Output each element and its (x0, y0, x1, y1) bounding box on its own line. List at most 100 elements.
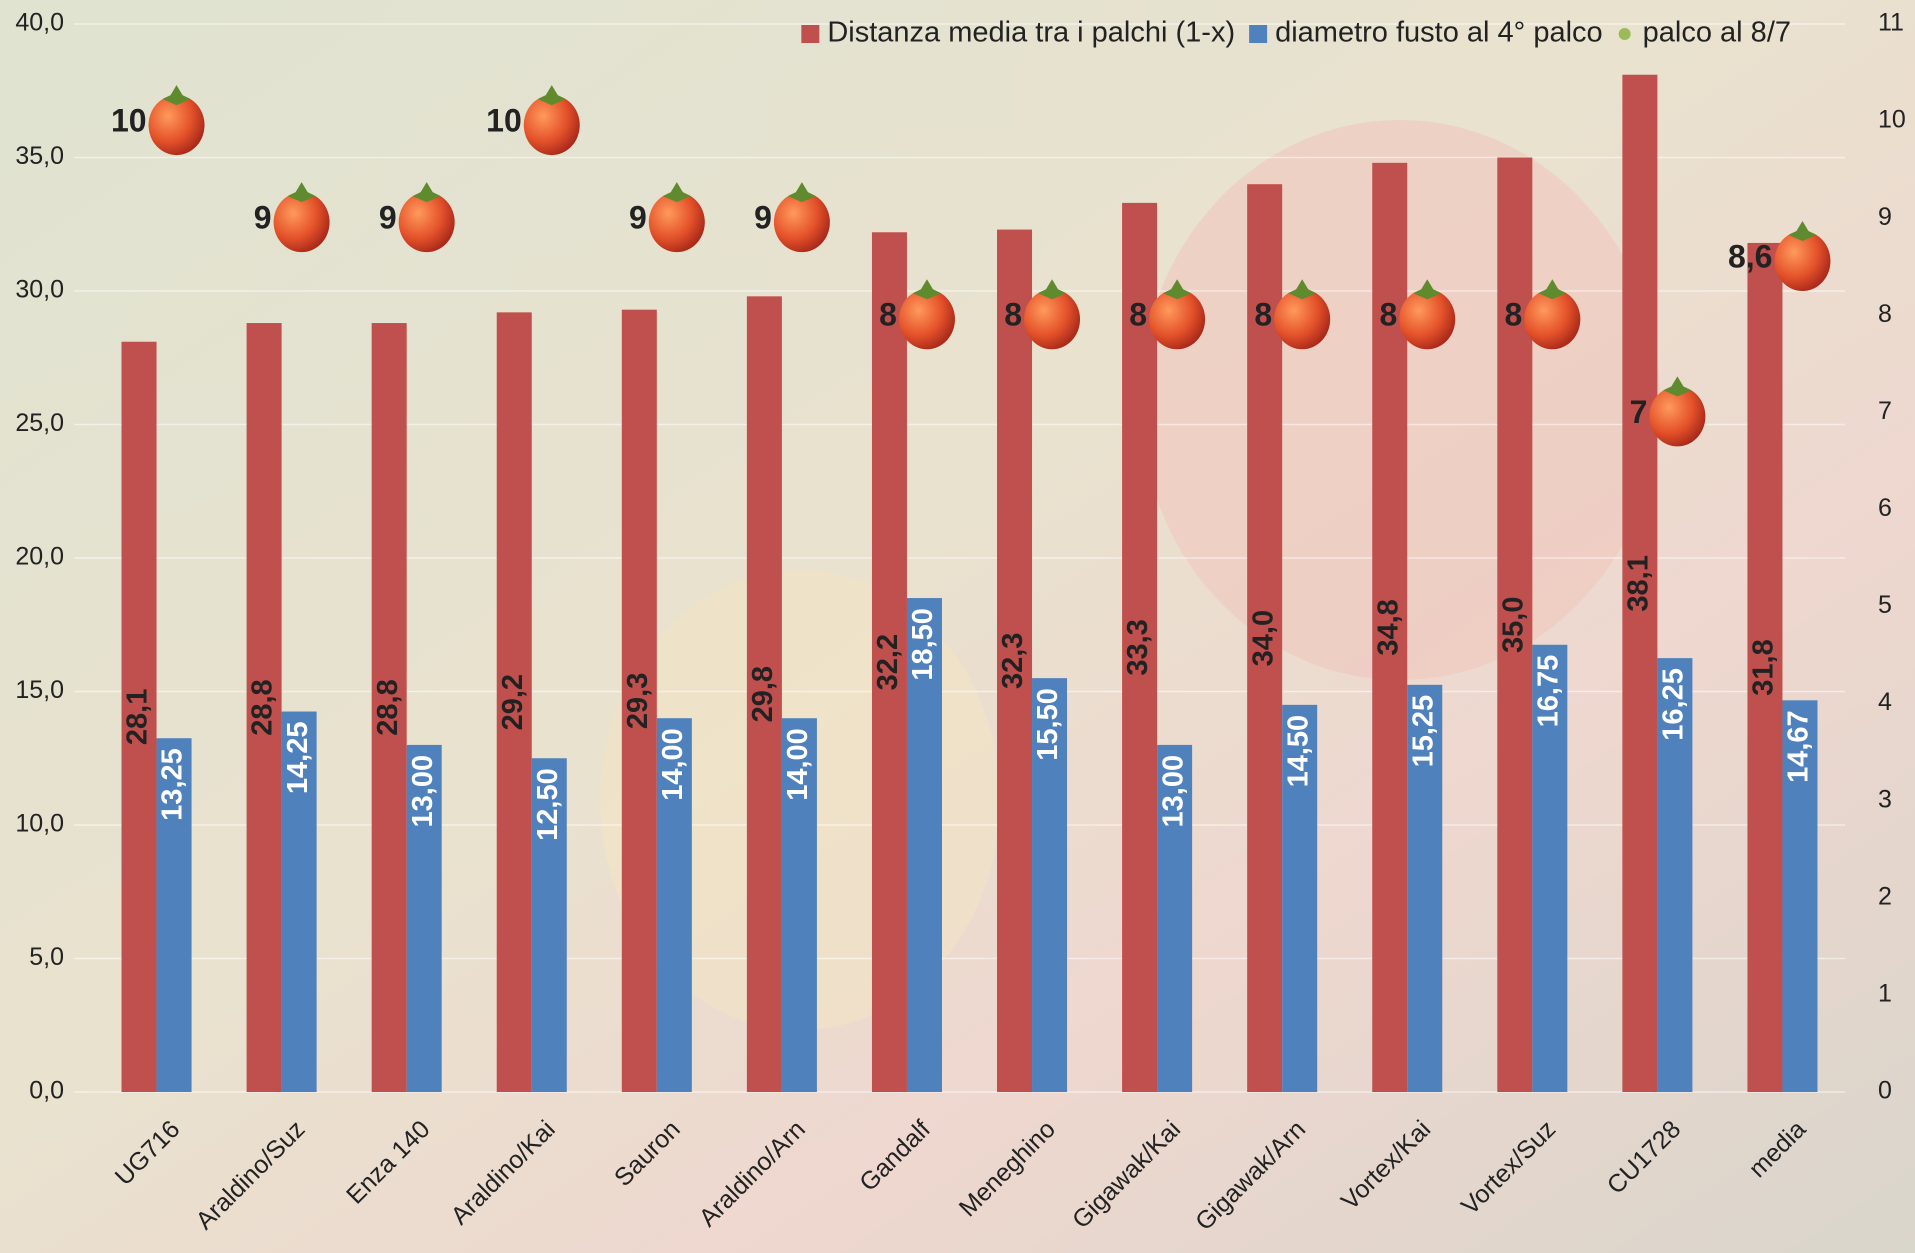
tomato-stem (162, 85, 191, 106)
y-tick-label: 30,0 (15, 276, 64, 304)
y-tick-label: 35,0 (15, 142, 64, 170)
marker-label: 9 (254, 200, 272, 236)
y2-tick-label: 3 (1878, 785, 1892, 813)
tomato-body (898, 289, 955, 350)
bar (121, 341, 157, 1093)
bar (1407, 684, 1443, 1092)
y-tick-label: 40,0 (15, 9, 64, 37)
legend-swatch (1618, 28, 1631, 40)
data-label: 16,75 (1532, 655, 1564, 728)
y2-tick-label: 6 (1878, 494, 1892, 522)
marker-label: 8,6 (1728, 238, 1772, 274)
data-label: 34,0 (1247, 610, 1279, 666)
tomato-body (398, 192, 455, 253)
marker-label: 7 (1630, 394, 1648, 430)
data-label: 35,0 (1497, 597, 1529, 653)
y-tick-label: 5,0 (29, 943, 64, 971)
y2-tick-label: 0 (1878, 1077, 1892, 1105)
bar (781, 718, 817, 1092)
y-tick-label: 0,0 (29, 1077, 64, 1105)
y-tick-label: 15,0 (15, 676, 64, 704)
legend-label: Distanza media tra i palchi (1-x) (827, 17, 1235, 49)
bar (371, 323, 407, 1092)
tomato-body (1524, 289, 1581, 350)
tomato-body (523, 95, 580, 156)
marker-label: 10 (486, 103, 522, 139)
data-label: 13,25 (157, 748, 189, 821)
data-label: 28,8 (372, 679, 404, 735)
data-label: 28,1 (122, 689, 154, 745)
y-tick-label: 25,0 (15, 409, 64, 437)
tomato-stem (912, 279, 941, 300)
tomato-stem (1163, 279, 1192, 300)
marker-label: 10 (111, 103, 147, 139)
legend-item: palco al 8/7 (1618, 17, 1791, 49)
tomato-stem (412, 182, 441, 203)
bar (1657, 658, 1693, 1092)
data-label: 14,50 (1282, 715, 1314, 788)
marker-label: 8 (1129, 297, 1147, 333)
data-label: 12,50 (532, 768, 564, 841)
data-label: 14,00 (782, 728, 814, 801)
data-label: 32,2 (872, 634, 904, 690)
bar (1622, 74, 1658, 1093)
bar (871, 232, 907, 1092)
y2-tick-label: 10 (1878, 106, 1906, 134)
bar (156, 738, 192, 1092)
tomato-body (648, 192, 705, 253)
tomato-stem (1663, 376, 1692, 397)
bar (1747, 242, 1783, 1092)
data-label: 38,1 (1623, 555, 1655, 611)
bar (281, 711, 317, 1092)
y2-tick-label: 5 (1878, 591, 1892, 619)
tomato-stem (1538, 279, 1567, 300)
bar (906, 598, 942, 1092)
data-label: 13,00 (407, 755, 439, 828)
data-label: 29,3 (622, 673, 654, 729)
y2-tick-label: 2 (1878, 882, 1892, 910)
legend-label: diametro fusto al 4° palco (1275, 17, 1603, 49)
bar (1032, 678, 1068, 1092)
marker-label: 9 (629, 200, 647, 236)
y2-tick-label: 4 (1878, 688, 1892, 716)
tomato-body (148, 95, 205, 156)
legend-swatch (1249, 25, 1268, 43)
bar (246, 323, 282, 1092)
tomato-marker (523, 85, 580, 156)
y-tick-label: 20,0 (15, 543, 64, 571)
bar (746, 296, 782, 1093)
marker-label: 8 (879, 297, 897, 333)
tomato-stem (287, 182, 316, 203)
tomato-body (773, 192, 830, 253)
data-label: 29,8 (747, 666, 779, 722)
tomato-stem (1288, 279, 1317, 300)
y2-tick-label: 9 (1878, 203, 1892, 231)
bar (997, 229, 1033, 1093)
tomato-stem (662, 182, 691, 203)
tomato-body (273, 192, 330, 253)
data-label: 31,8 (1748, 639, 1780, 695)
tomato-marker (398, 182, 455, 253)
tomato-marker (898, 279, 955, 350)
y2-tick-label: 1 (1878, 980, 1892, 1008)
bar (406, 744, 442, 1092)
tomato-body (1024, 289, 1081, 350)
data-label: 28,8 (247, 679, 279, 735)
tomato-marker (1524, 279, 1581, 350)
bar (1122, 202, 1158, 1092)
data-label: 18,50 (907, 608, 939, 681)
y2-tick-label: 8 (1878, 300, 1892, 328)
tomato-marker (273, 182, 330, 253)
tomato-stem (1788, 221, 1817, 242)
marker-label: 8 (1505, 297, 1523, 333)
data-label: 29,2 (497, 674, 529, 730)
tomato-body (1649, 386, 1706, 447)
tomato-marker (773, 182, 830, 253)
bar (1282, 704, 1318, 1092)
tomato-stem (537, 85, 566, 106)
data-label: 32,3 (997, 633, 1029, 689)
data-label: 14,25 (282, 722, 314, 795)
bar (531, 758, 567, 1092)
